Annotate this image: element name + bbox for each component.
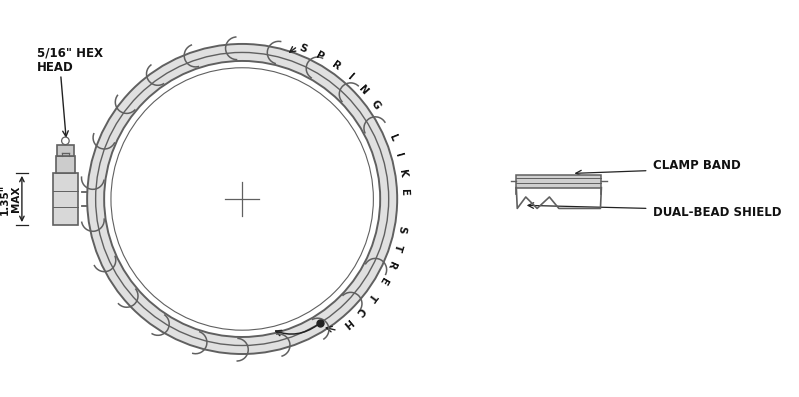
Text: 5/16" HEX
HEAD: 5/16" HEX HEAD — [37, 46, 103, 74]
Text: 1.35"
MAX: 1.35" MAX — [0, 183, 22, 215]
Circle shape — [87, 44, 397, 354]
Bar — [53, 173, 78, 225]
Text: K: K — [397, 169, 408, 178]
Text: E: E — [400, 188, 410, 196]
Text: L: L — [387, 133, 399, 143]
Text: CLAMP BAND: CLAMP BAND — [654, 159, 741, 172]
Text: R: R — [385, 259, 397, 270]
Text: S: S — [396, 224, 407, 234]
Text: P: P — [314, 50, 326, 62]
Text: I: I — [345, 73, 355, 83]
Text: R: R — [329, 60, 342, 72]
Text: S: S — [298, 42, 308, 54]
Text: T: T — [366, 291, 379, 303]
Bar — [57, 145, 74, 156]
Text: T: T — [392, 242, 403, 252]
Text: H: H — [340, 317, 353, 330]
Text: E: E — [376, 276, 388, 287]
Bar — [56, 156, 75, 173]
Text: G: G — [368, 99, 382, 112]
Text: C: C — [354, 304, 367, 317]
Bar — [516, 175, 602, 188]
Text: DUAL-BEAD SHIELD: DUAL-BEAD SHIELD — [654, 206, 782, 219]
Text: N: N — [357, 84, 370, 97]
Text: I: I — [393, 152, 404, 158]
Circle shape — [104, 61, 380, 337]
